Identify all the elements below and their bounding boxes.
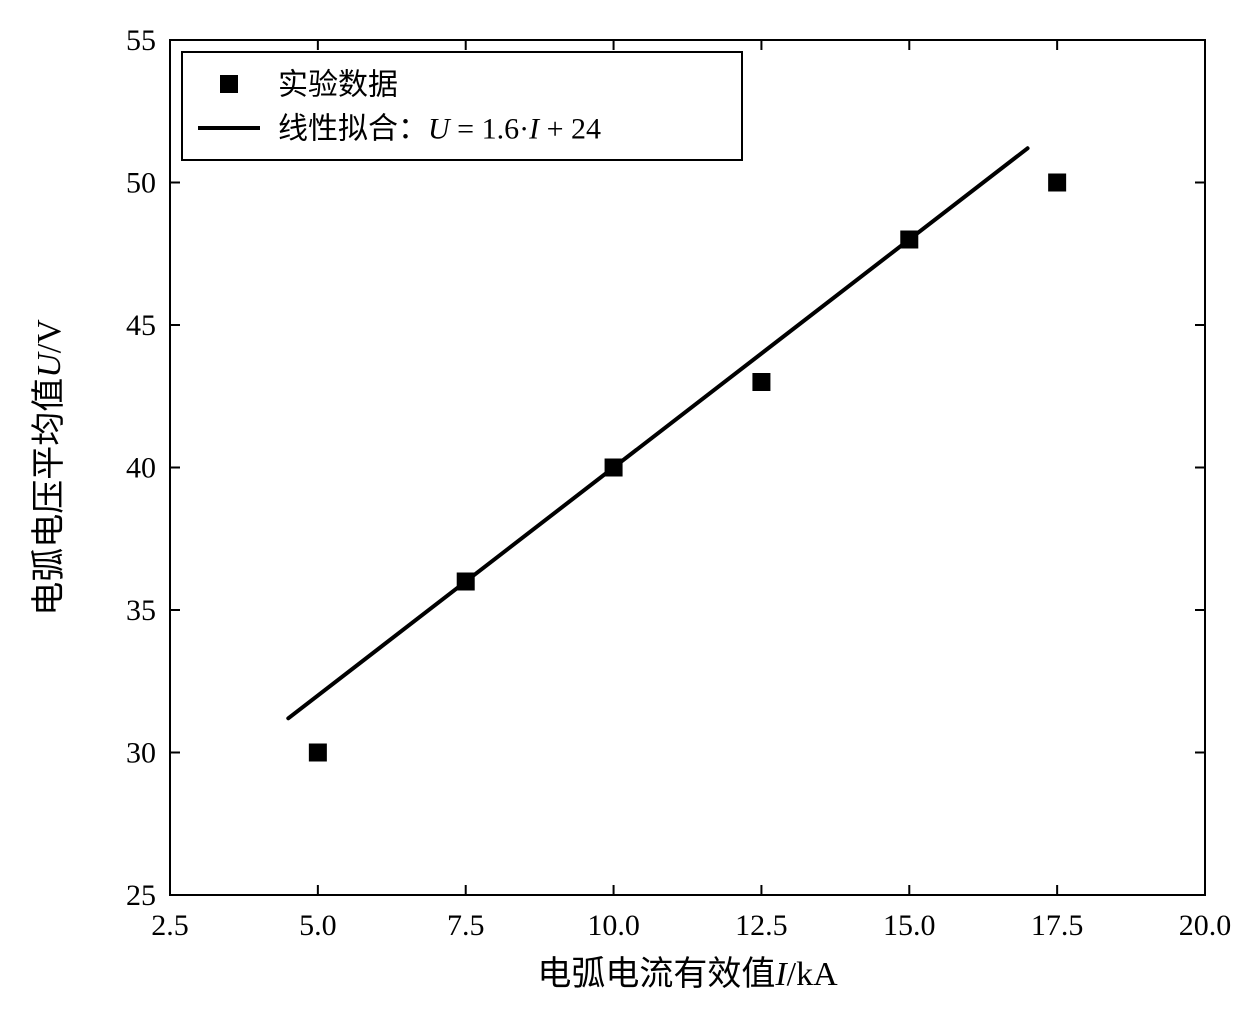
x-tick-label: 2.5	[151, 909, 189, 942]
y-axis-label: 电弧电压平均值U/V	[30, 319, 68, 616]
scatter-marker	[605, 459, 623, 477]
legend-scatter-label: 实验数据	[278, 69, 398, 102]
x-tick-label: 5.0	[299, 909, 337, 942]
y-tick-label: 30	[126, 737, 156, 770]
y-tick-label: 50	[126, 167, 156, 200]
x-tick-label: 7.5	[447, 909, 485, 942]
y-tick-label: 25	[126, 879, 156, 912]
scatter-marker	[752, 373, 770, 391]
y-tick-label: 55	[126, 24, 156, 57]
scatter-marker	[900, 231, 918, 249]
scatter-marker	[1048, 174, 1066, 192]
y-tick-label: 40	[126, 452, 156, 485]
legend-line-label: 线性拟合：U = 1.6·I + 24	[278, 113, 601, 146]
x-tick-label: 10.0	[587, 909, 640, 942]
x-axis-label: 电弧电流有效值I/kA	[537, 955, 838, 993]
y-tick-label: 35	[126, 594, 156, 627]
legend-scatter-marker	[220, 75, 238, 93]
y-tick-label: 45	[126, 309, 156, 342]
scatter-marker	[457, 573, 475, 591]
x-tick-label: 20.0	[1179, 909, 1232, 942]
chart-svg: 2.5 5.0 7.5 10.0 12.5 15.0 17.5 20.0 25 30 35 40 45 5…	[0, 0, 1240, 1027]
x-tick-label: 17.5	[1031, 909, 1084, 942]
x-tick-label: 15.0	[883, 909, 936, 942]
x-tick-label: 12.5	[735, 909, 788, 942]
chart-container: 2.5 5.0 7.5 10.0 12.5 15.0 17.5 20.0 25 30 35 40 45 5…	[0, 0, 1240, 1027]
scatter-marker	[309, 744, 327, 762]
